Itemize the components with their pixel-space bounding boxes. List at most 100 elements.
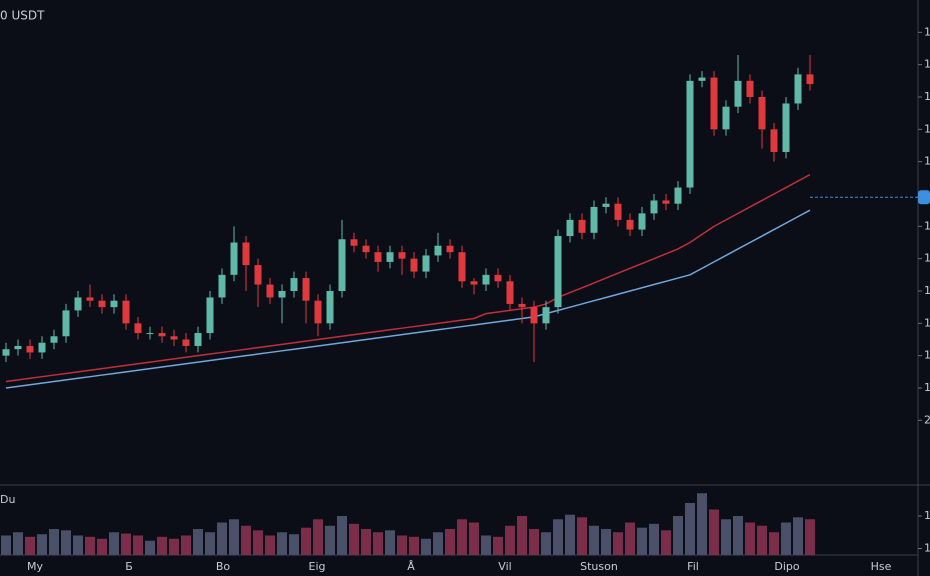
volume-bar: [205, 532, 215, 555]
volume-bar: [85, 536, 95, 555]
moving-average: [5, 173, 811, 383]
volume-bar: [133, 535, 143, 555]
candle-body: [314, 300, 322, 324]
volume-bar: [385, 530, 395, 555]
volume-bar: [625, 522, 635, 555]
volume-bar: [757, 525, 767, 555]
y-tick-label: 1: [924, 381, 930, 394]
volume-bar: [361, 529, 371, 555]
y-tick-label: 1: [924, 25, 930, 38]
volume-bar: [793, 517, 803, 555]
candle-body: [386, 252, 394, 262]
volume-bar: [229, 519, 239, 555]
candle-body: [782, 103, 790, 152]
candle-body: [182, 339, 190, 346]
x-tick-label: Fil: [687, 560, 699, 573]
volume-bar: [769, 532, 779, 555]
candle-body: [794, 74, 802, 104]
y-tick-label: 1: [924, 155, 930, 168]
volume-tick-label: 1: [924, 509, 930, 522]
volume-bar: [157, 536, 167, 555]
candle-body: [338, 239, 346, 291]
candle-body: [14, 345, 22, 350]
volume-bar: [145, 540, 155, 555]
volume-label: Du: [0, 493, 15, 506]
candle-body: [302, 278, 310, 301]
x-tick-label: Å: [407, 560, 415, 573]
candle-body: [26, 345, 34, 353]
x-tick-label: Б: [125, 560, 133, 573]
volume-bar: [613, 532, 623, 555]
volume-bar: [265, 535, 275, 555]
candle-body: [194, 333, 202, 346]
candle-body: [242, 242, 250, 266]
candle-body: [578, 219, 586, 233]
y-tick-label: 2: [924, 413, 930, 426]
candle-body: [362, 245, 370, 253]
candle-body: [134, 323, 142, 334]
candle-body: [50, 336, 58, 343]
candle-body: [122, 300, 130, 324]
volume-bar: [433, 532, 443, 555]
candle-body: [110, 300, 118, 308]
volume-bar: [457, 519, 467, 555]
volume-bar: [241, 525, 251, 555]
volume-bar: [469, 522, 479, 555]
candle-body: [518, 303, 526, 308]
volume-bar: [697, 493, 707, 555]
x-tick-label: Bo: [216, 560, 231, 573]
volume-bar: [721, 519, 731, 555]
volume-bar: [541, 532, 551, 555]
candle-body: [686, 80, 694, 188]
candle-body: [278, 291, 286, 298]
volume-bar: [517, 516, 527, 555]
volume-bar: [529, 529, 539, 555]
x-tick-label: Hse: [871, 560, 892, 573]
candle-body: [470, 281, 478, 285]
volume-bar: [109, 532, 119, 555]
volume-bar: [805, 519, 815, 555]
volume-bar: [661, 530, 671, 555]
candle-body: [422, 255, 430, 272]
volume-bar: [445, 529, 455, 555]
volume-bar: [193, 529, 203, 555]
volume-bar: [37, 534, 47, 555]
y-tick-label: 1: [924, 349, 930, 362]
candle-body: [62, 310, 70, 337]
volume-bar: [673, 516, 683, 555]
volume-bar: [649, 523, 659, 555]
candle-body: [230, 242, 238, 275]
candle-body: [566, 219, 574, 237]
candle-body: [254, 265, 262, 285]
candle-body: [506, 281, 514, 304]
candle-body: [158, 333, 166, 337]
volume-bar: [1, 535, 11, 555]
volume-tick-label: 1: [924, 542, 930, 555]
candle-body: [434, 245, 442, 256]
candle-body: [746, 80, 754, 97]
candle-body: [494, 274, 502, 282]
candle-body: [614, 203, 622, 220]
candle-body: [482, 274, 490, 285]
y-tick-label: 1: [924, 90, 930, 103]
price-marker: [918, 190, 930, 205]
candle-body: [98, 300, 106, 308]
volume-bar: [217, 522, 227, 555]
candle-body: [266, 284, 274, 298]
candle-body: [2, 349, 10, 356]
candle-body: [170, 336, 178, 340]
candle-body: [290, 278, 298, 291]
candle-body: [698, 77, 706, 81]
candle-body: [410, 258, 418, 272]
candle-body: [206, 297, 214, 334]
candle-body: [734, 80, 742, 107]
volume-bar: [781, 522, 791, 555]
volume-bar: [505, 525, 515, 555]
candle-body: [374, 252, 382, 262]
y-tick-label: 1: [924, 58, 930, 71]
volume-bar: [169, 538, 179, 555]
x-tick-label: Stuson: [580, 560, 618, 573]
candle-body: [662, 200, 670, 204]
x-tick-label: Vil: [498, 560, 511, 573]
y-tick-label: 1: [924, 252, 930, 265]
